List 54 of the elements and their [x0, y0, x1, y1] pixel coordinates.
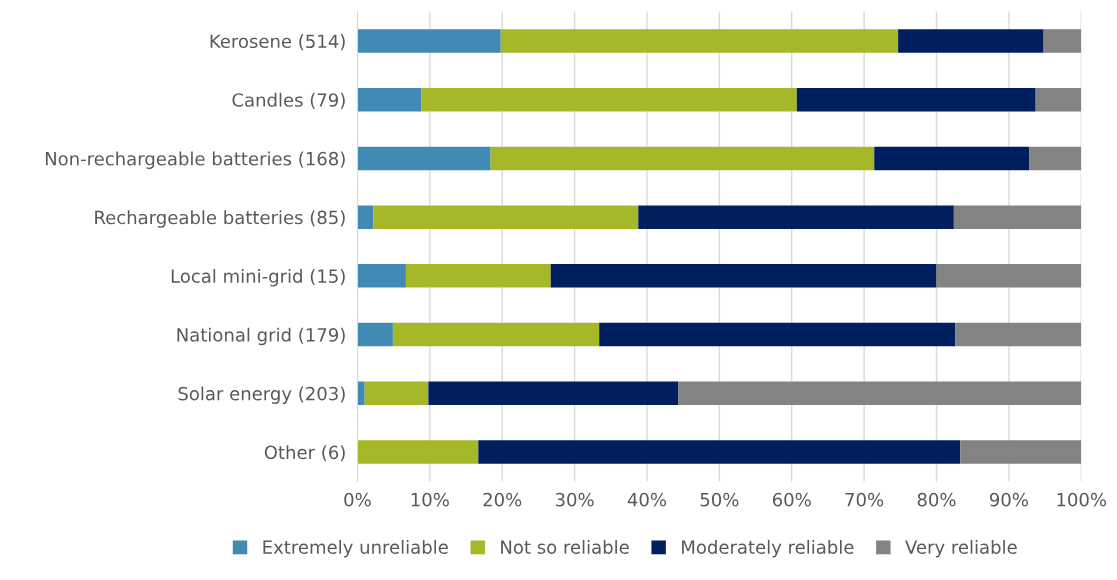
bar — [357, 146, 491, 171]
bar — [357, 264, 406, 288]
bar — [960, 440, 1082, 464]
legend-label: Very reliable — [905, 539, 1017, 558]
bar — [357, 322, 393, 347]
x-tick-label: 50% — [700, 492, 739, 507]
bar — [1029, 146, 1082, 171]
bar — [357, 205, 374, 229]
bar — [936, 264, 1082, 288]
x-tick-label: 40% — [627, 492, 667, 507]
x-tick-label: 10% — [411, 492, 449, 507]
bar — [357, 381, 365, 406]
bar — [1043, 29, 1082, 53]
bar — [796, 87, 1036, 112]
x-tick-label: 20% — [483, 492, 522, 507]
x-tick-label: 30% — [555, 492, 594, 507]
y-tick-label: Other (6) — [264, 445, 345, 462]
y-tick-label: National grid (179) — [177, 327, 345, 346]
y-tick-label: Kerosene (514) — [210, 34, 345, 51]
bar — [550, 264, 937, 288]
bar — [599, 322, 956, 347]
bar — [405, 264, 551, 288]
bar — [955, 322, 1082, 347]
bar — [357, 440, 479, 464]
legend-label: Not so reliable — [501, 539, 629, 554]
bar — [500, 29, 899, 53]
y-tick-label: Non-rechargeable batteries (168) — [45, 151, 345, 170]
bar — [490, 146, 875, 171]
legend-label: Extremely unreliable — [263, 539, 448, 558]
bar — [1035, 87, 1082, 112]
bar — [638, 205, 954, 229]
bar — [874, 146, 1030, 171]
x-tick-label: 90% — [989, 492, 1028, 507]
y-tick-label: Rechargeable batteries (85) — [95, 210, 345, 228]
legend-label: Moderately reliable — [682, 539, 854, 558]
bar — [678, 381, 1082, 406]
bar — [428, 381, 679, 406]
bar — [357, 87, 422, 112]
bar — [357, 29, 501, 53]
bar — [898, 29, 1044, 53]
bar — [364, 381, 429, 406]
x-tick-label: 0% — [344, 492, 371, 507]
bar — [478, 440, 961, 464]
bar — [421, 87, 797, 112]
x-tick-label: 60% — [772, 492, 811, 507]
x-tick-label: 80% — [917, 492, 956, 507]
bar — [953, 205, 1082, 229]
x-tick-label: 70% — [845, 492, 884, 507]
y-tick-label: Candles (79) — [232, 92, 345, 109]
x-tick-label: 100% — [1057, 492, 1107, 507]
bar — [373, 205, 639, 229]
bar — [392, 322, 600, 347]
y-tick-label: Local mini-grid (15) — [171, 269, 345, 287]
y-tick-label: Solar energy (203) — [178, 386, 345, 404]
